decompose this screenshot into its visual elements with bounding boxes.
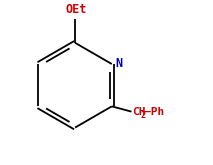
Text: OEt: OEt: [66, 3, 87, 16]
Text: 2: 2: [141, 111, 146, 120]
Text: N: N: [115, 57, 122, 70]
Text: CH: CH: [132, 107, 146, 117]
Text: —Ph: —Ph: [144, 107, 164, 117]
